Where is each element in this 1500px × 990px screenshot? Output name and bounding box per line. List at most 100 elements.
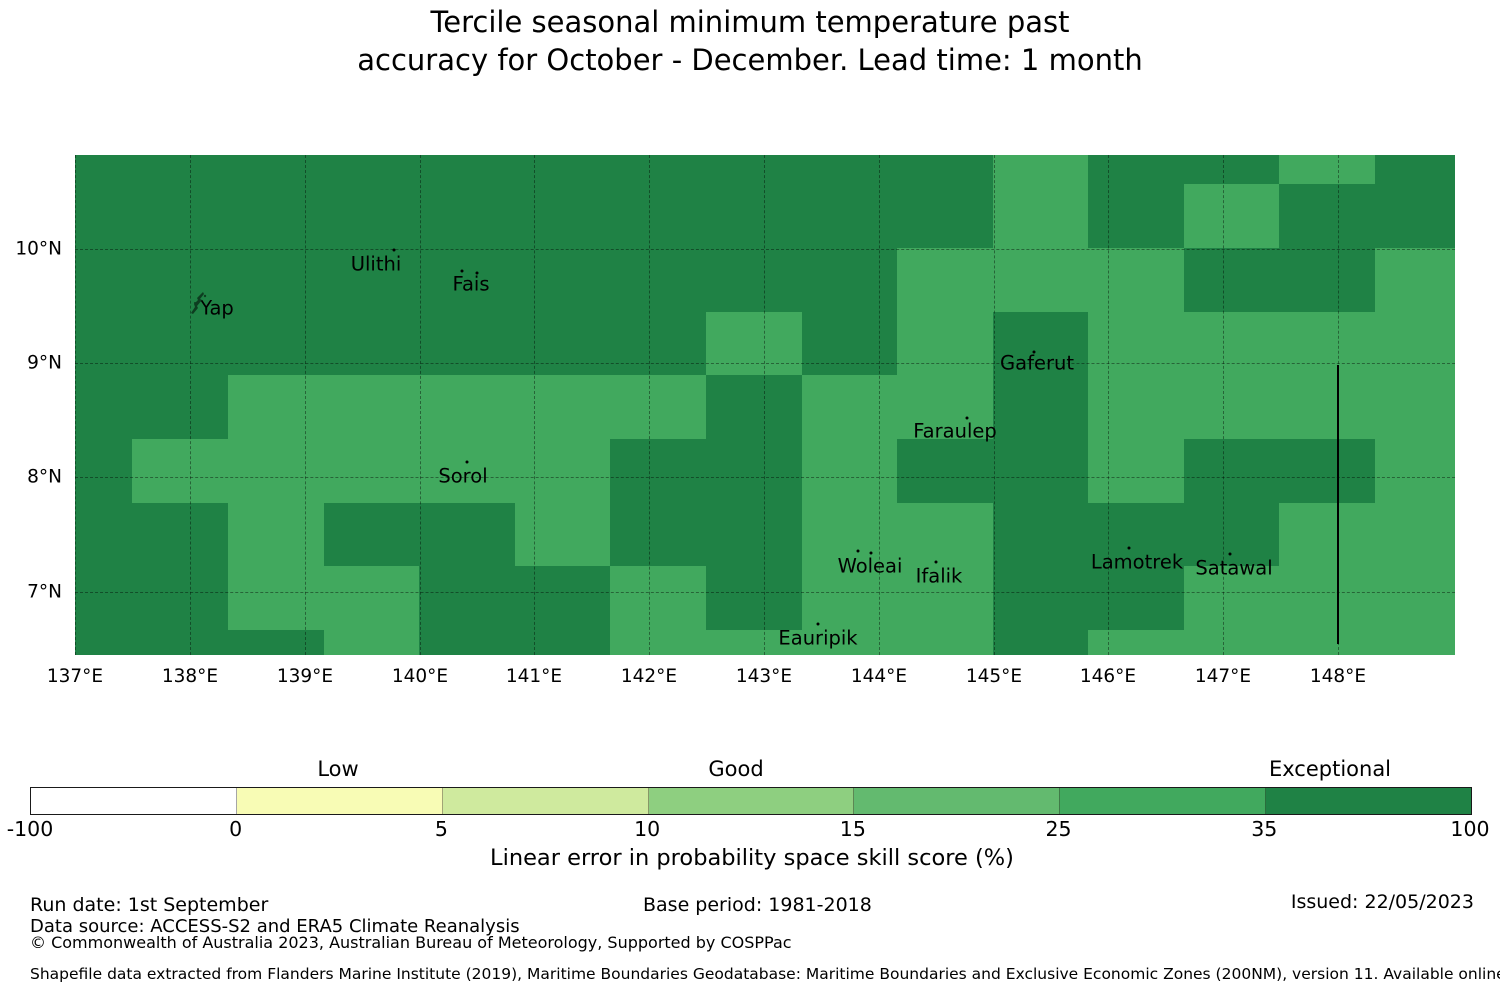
grid-cell [419, 184, 515, 248]
grid-cell [419, 155, 515, 184]
island-marker-icon [816, 622, 820, 626]
grid-cell [228, 566, 324, 630]
grid-cell [993, 566, 1088, 630]
grid-cell [132, 155, 228, 184]
grid-cell [610, 630, 706, 655]
data-source-text: Data source: ACCESS-S2 and ERA5 Climate … [30, 916, 520, 937]
chart-title: Tercile seasonal minimum temperature pas… [0, 3, 1500, 79]
island-label-ulithi: Ulithi [350, 252, 402, 276]
colorbar-tick-label: 10 [634, 817, 661, 841]
grid-cell [1279, 184, 1375, 248]
colorbar [30, 787, 1472, 815]
grid-cell [1088, 439, 1184, 503]
y-tick-label: 8°N [27, 466, 62, 488]
grid-cell [1279, 439, 1375, 503]
grid-cell [228, 248, 324, 312]
yap-island-outline-icon [189, 291, 211, 319]
longitude-gridline [879, 155, 880, 655]
x-tick-label: 144°E [850, 666, 908, 687]
island-marker-icon [460, 269, 464, 273]
grid-cell [1184, 566, 1279, 630]
eez-boundary-line [1337, 365, 1339, 644]
x-tick-label: 137°E [46, 666, 104, 687]
grid-cell [802, 248, 897, 312]
island-marker-icon [869, 551, 873, 555]
grid-cell [897, 566, 993, 630]
grid-cell [419, 439, 515, 503]
grid-cell [132, 184, 228, 248]
island-marker-icon [1228, 552, 1232, 556]
colorbar-category-label: Good [708, 757, 764, 781]
island-label-eauripik: Eauripik [778, 626, 858, 650]
colorbar-tick-label: 5 [434, 817, 448, 841]
grid-cell [1088, 503, 1184, 566]
x-tick-label: 142°E [620, 666, 678, 687]
island-marker-icon [475, 271, 479, 275]
grid-cell [228, 184, 324, 248]
x-tick-label: 141°E [505, 666, 563, 687]
grid-cell [1279, 375, 1375, 439]
grid-cell [993, 630, 1088, 655]
grid-cell [706, 155, 802, 184]
latitude-gridline [75, 249, 1455, 250]
colorbar-segment [236, 788, 443, 814]
grid-cell [1184, 439, 1279, 503]
grid-cell [1375, 566, 1455, 630]
colorbar-tick-label: 0 [229, 817, 243, 841]
colorbar-segment [854, 788, 1061, 814]
grid-cell [515, 439, 610, 503]
grid-cell [802, 503, 897, 566]
island-label-yap: Yap [200, 296, 234, 320]
longitude-gridline [305, 155, 306, 655]
issued-date-text: Issued: 22/05/2023 [1290, 891, 1474, 913]
grid-cell [1279, 566, 1375, 630]
grid-cell [1279, 503, 1375, 566]
grid-cell [1184, 155, 1279, 184]
grid-cell [132, 439, 228, 503]
grid-cell [515, 248, 610, 312]
colorbar-category-label: Low [317, 757, 359, 781]
island-marker-icon [965, 416, 969, 420]
grid-cell [610, 375, 706, 439]
y-tick-label: 9°N [27, 352, 62, 374]
grid-cell [610, 155, 706, 184]
y-tick-label: 7°N [27, 581, 62, 603]
x-tick-label: 145°E [965, 666, 1023, 687]
grid-cell [897, 630, 993, 655]
grid-cell [228, 375, 324, 439]
grid-cell [1088, 155, 1184, 184]
colorbar-tick-label: 35 [1251, 817, 1278, 841]
grid-cell [1279, 312, 1375, 375]
grid-cell [419, 630, 515, 655]
colorbar-segment [1266, 788, 1472, 814]
colorbar-tick-label: -100 [6, 817, 54, 841]
grid-cell [228, 439, 324, 503]
island-label-sorol: Sorol [438, 464, 488, 488]
grid-cell [75, 566, 132, 630]
grid-cell [75, 439, 132, 503]
grid-cell [993, 439, 1088, 503]
grid-cell [132, 248, 228, 312]
grid-cell [706, 566, 802, 630]
grid-cell [515, 184, 610, 248]
grid-cell [897, 184, 993, 248]
grid-cell [1184, 184, 1279, 248]
grid-cell [1184, 248, 1279, 312]
grid-cell [228, 503, 324, 566]
grid-cell [1375, 439, 1455, 503]
grid-cell [419, 503, 515, 566]
grid-cell [993, 155, 1088, 184]
grid-cell [1375, 155, 1455, 184]
grid-cell [324, 630, 419, 655]
grid-cell [324, 439, 419, 503]
grid-cell [706, 184, 802, 248]
x-tick-label: 140°E [391, 666, 449, 687]
island-label-satawal: Satawal [1195, 556, 1273, 580]
grid-cell [993, 312, 1088, 375]
shapefile-attribution-text: Shapefile data extracted from Flanders M… [30, 965, 1500, 983]
grid-cell [993, 184, 1088, 248]
colorbar-segment [442, 788, 649, 814]
longitude-gridline [649, 155, 650, 655]
grid-cell [132, 375, 228, 439]
chart-title-line2: accuracy for October - December. Lead ti… [357, 43, 1143, 77]
